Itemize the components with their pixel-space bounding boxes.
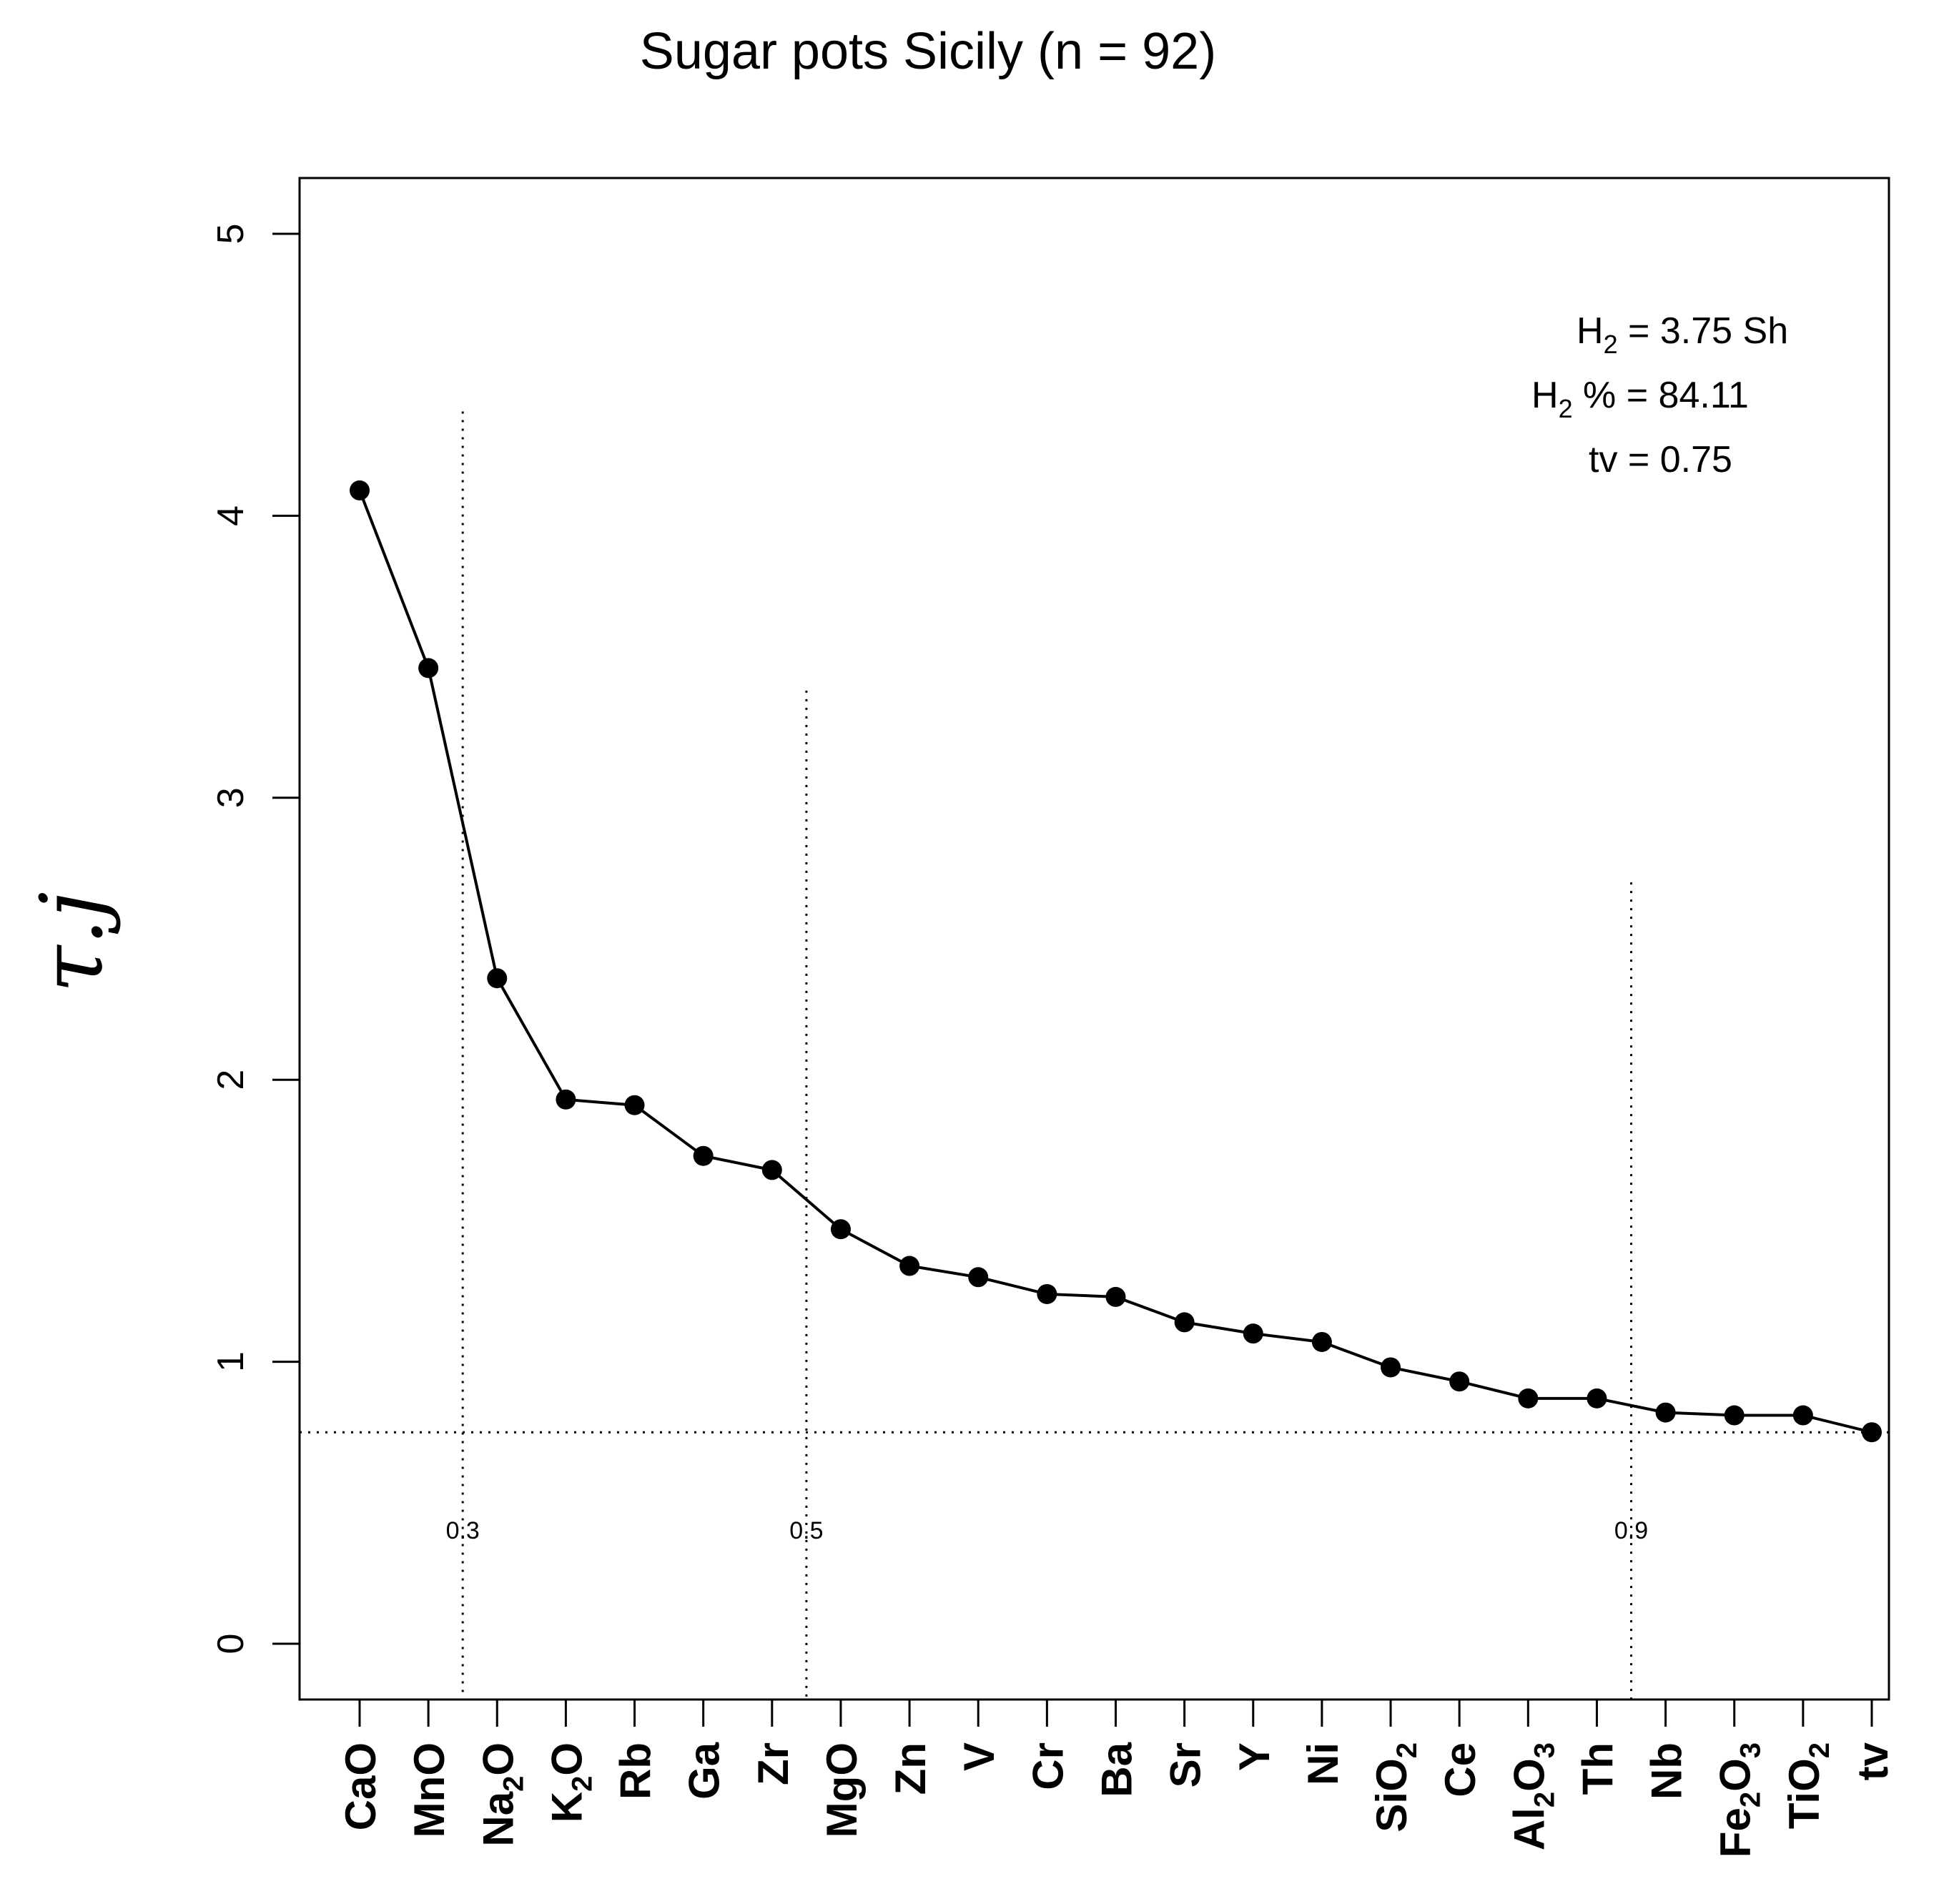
data-point: [1243, 1323, 1263, 1344]
data-point: [1174, 1312, 1195, 1333]
x-tick-label: SiO2: [1368, 1742, 1423, 1833]
x-axis: CaO MnO Na2O K2O Rb Ga Zr MgO Zn V Cr Ba Sr Y Ni SiO2 Ce…: [337, 1698, 1897, 1858]
x-tick-label: Sr: [1162, 1742, 1210, 1787]
x-tick-label: V: [955, 1742, 1003, 1771]
cumulative-marker-label: 0.9: [1614, 1517, 1648, 1544]
x-tick-label: Al2O3: [1505, 1742, 1560, 1850]
x-tick-label: TiO2: [1780, 1742, 1835, 1829]
data-point: [487, 968, 508, 989]
data-point: [761, 1160, 782, 1180]
x-tick-label: Ba: [1093, 1742, 1141, 1797]
x-tick-label: Y: [1230, 1742, 1278, 1771]
x-tick-label: Ce: [1436, 1742, 1484, 1797]
data-point: [899, 1256, 920, 1276]
x-tick-label: Zr: [749, 1742, 797, 1785]
data-point: [1862, 1422, 1882, 1443]
data-point: [418, 658, 439, 679]
data-series: [350, 480, 1882, 1443]
data-point: [624, 1095, 645, 1115]
y-tick-label: 0: [210, 1634, 252, 1654]
data-point: [1105, 1286, 1126, 1307]
cumulative-marker-label: 0.5: [789, 1517, 823, 1544]
data-point: [350, 480, 370, 500]
x-tick-label: Rb: [612, 1742, 660, 1800]
x-tick-label: Cr: [1024, 1742, 1072, 1790]
x-tick-label: Zn: [887, 1742, 934, 1795]
data-point: [1792, 1405, 1813, 1426]
x-tick-label: Ni: [1299, 1742, 1347, 1785]
tv-annotation: tv = 0.75: [1589, 439, 1732, 480]
y-tick-label: 3: [210, 787, 252, 808]
y-axis-label: τ.j: [23, 892, 122, 993]
x-tick-label: Fe2O3: [1712, 1742, 1767, 1858]
h2-annotation: H2 = 3.75 Sh: [1576, 310, 1788, 359]
y-tick-label: 5: [210, 224, 252, 245]
x-tick-label: MnO: [405, 1742, 453, 1838]
data-point: [1518, 1388, 1539, 1409]
x-tick-label: MgO: [818, 1742, 866, 1838]
data-point: [1587, 1388, 1607, 1409]
chart-title: Sugar pots Sicily (n = 92): [640, 23, 1216, 80]
data-point: [968, 1267, 989, 1288]
data-point: [1311, 1331, 1332, 1352]
data-point: [693, 1145, 714, 1166]
x-tick-label: K2O: [543, 1742, 598, 1822]
y-tick-label: 2: [210, 1070, 252, 1090]
y-tick-label: 1: [210, 1351, 252, 1372]
data-point: [1449, 1371, 1470, 1392]
y-axis: 0 1 2 3 4 5: [210, 224, 301, 1654]
stats-annotation: H2 = 3.75 Sh H2 % = 84.11 tv = 0.75: [1531, 310, 1788, 480]
y-tick-label: 4: [210, 505, 252, 526]
data-point: [830, 1219, 851, 1240]
data-point: [556, 1089, 576, 1110]
reference-lines: 0.3 0.5 0.9: [300, 411, 1889, 1700]
data-point: [1724, 1405, 1745, 1426]
x-tick-label: Na2O: [474, 1742, 529, 1847]
x-tick-label: CaO: [337, 1742, 385, 1830]
cumulative-marker-label: 0.3: [446, 1517, 480, 1544]
h2-percent-annotation: H2 % = 84.11: [1531, 375, 1749, 423]
x-tick-label: Th: [1574, 1742, 1622, 1795]
data-point: [1037, 1283, 1057, 1304]
x-tick-label: Nb: [1643, 1742, 1691, 1800]
data-point: [1655, 1402, 1676, 1423]
x-tick-label: tv: [1849, 1742, 1897, 1780]
y-axis-label-text: τ.j: [23, 892, 122, 993]
x-tick-label: Ga: [681, 1742, 729, 1800]
data-point: [1381, 1357, 1401, 1378]
